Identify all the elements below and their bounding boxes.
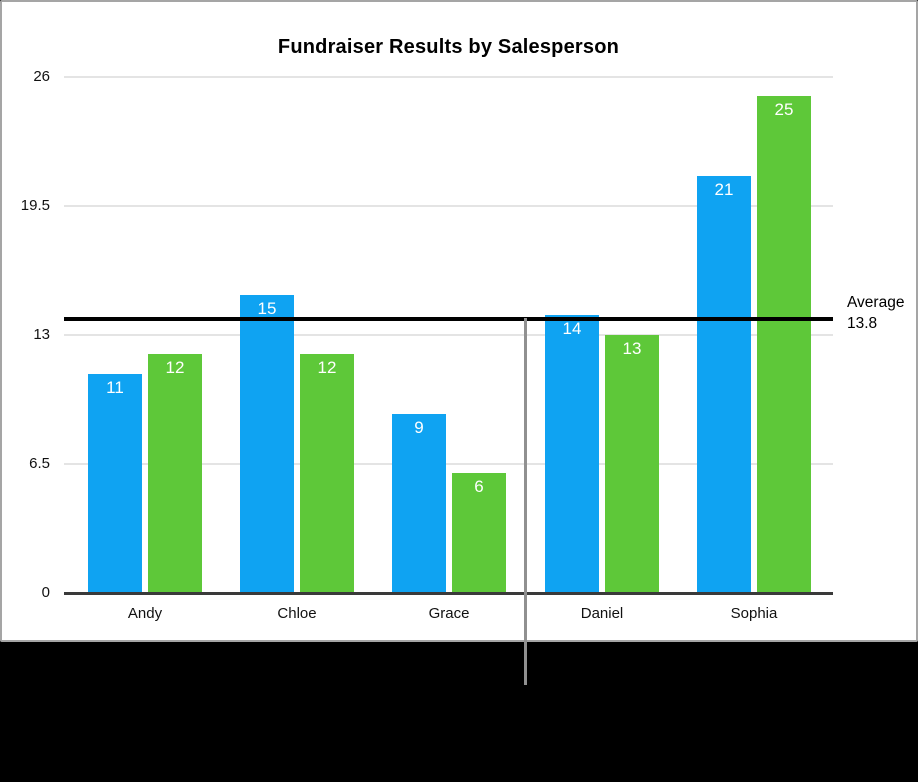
x-axis-category-label: Sophia (730, 605, 778, 622)
gridline (64, 334, 833, 336)
x-axis-line (64, 591, 833, 595)
bar-sophia-green: 25 (757, 96, 811, 593)
bar-value-label: 11 (106, 378, 124, 398)
bar-daniel-blue: 14 (545, 314, 599, 593)
y-axis: 0 6.5 13 19.5 26 (2, 68, 52, 601)
x-axis-category-label: Andy (127, 605, 163, 622)
y-axis-tick-label: 0 (41, 584, 50, 601)
chart-title: Fundraiser Results by Salesperson (277, 36, 620, 58)
average-label-value: 13.8 (847, 315, 878, 332)
bar-grace-green: 6 (452, 473, 506, 593)
average-label-text: Average (847, 294, 905, 311)
bar-andy-blue: 11 (88, 374, 142, 593)
x-axis-category-label: Grace (428, 605, 470, 622)
bar-daniel-green: 13 (605, 334, 659, 593)
bar-value-label: 21 (714, 179, 734, 199)
bar-chloe-green: 12 (300, 354, 354, 593)
bar-value-label: 6 (474, 477, 484, 497)
x-axis-category-label: Chloe (277, 605, 317, 622)
bar-sophia-blue: 21 (697, 175, 751, 593)
bar-value-label: 12 (317, 358, 337, 378)
bar-andy-green: 12 (148, 354, 202, 593)
y-axis-tick-label: 19.5 (20, 197, 50, 214)
gridline (64, 205, 833, 207)
average-line (64, 317, 833, 321)
bar-value-label: 15 (257, 298, 277, 318)
gridline (64, 76, 833, 78)
plot-area: 11 12 Andy 15 12 Chloe 9 6 Grace 14 13 Daniel 21 25 So… (64, 76, 833, 622)
callout-pointer-line (524, 318, 527, 685)
y-axis-tick-label: 13 (33, 326, 50, 343)
bar-value-label: 12 (165, 358, 185, 378)
bar-value-label: 9 (414, 417, 424, 437)
bar-value-label: 14 (562, 318, 582, 338)
bar-grace-blue: 9 (392, 413, 446, 593)
bar-chloe-blue: 15 (240, 294, 294, 593)
bar-value-label: 13 (622, 338, 642, 358)
bar-value-label: 25 (774, 100, 794, 120)
x-axis-category-label: Daniel (580, 605, 624, 622)
footer-background (0, 642, 918, 782)
y-axis-tick-label: 26 (33, 68, 50, 85)
chart-panel: Fundraiser Results by Salesperson 0 6.5 13… (0, 0, 918, 642)
average-line-label: Average 13.8 (847, 292, 904, 334)
gridline (64, 463, 833, 465)
y-axis-tick-label: 6.5 (29, 455, 50, 472)
